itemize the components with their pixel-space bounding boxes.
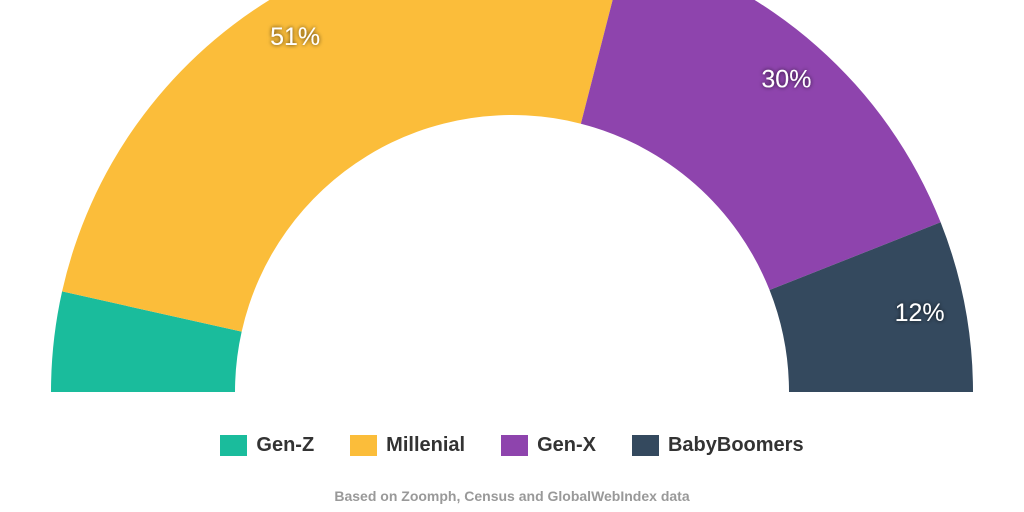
legend-label: Gen-X — [537, 434, 596, 456]
legend-label: Millenial — [386, 434, 466, 456]
slice-babyboomers[interactable] — [769, 222, 973, 392]
legend-label: Gen-Z — [256, 434, 315, 456]
legend-swatch — [350, 435, 378, 456]
data-label-millenial: 51% — [270, 23, 320, 51]
legend-swatch — [220, 435, 248, 456]
slice-gen-z[interactable] — [51, 291, 242, 392]
legend-swatch — [501, 435, 529, 456]
legend-item-gen-z[interactable]: Gen-Z — [220, 434, 314, 457]
semi-donut-chart: 51% 30% 12% — [51, 0, 973, 392]
legend-label: BabyBoomers — [667, 434, 804, 456]
legend-swatch — [631, 435, 659, 456]
data-label-babyboomers: 12% — [895, 299, 945, 327]
data-label-group: 51% 30% 12% — [270, 23, 945, 327]
legend-item-gen-x[interactable]: Gen-X — [501, 434, 596, 457]
legend-item-millenial[interactable]: Millenial — [350, 434, 465, 457]
legend: Gen-Z Millenial Gen-X BabyBoomers — [0, 434, 1024, 457]
slice-group — [51, 0, 973, 392]
slice-millenial[interactable] — [62, 0, 627, 332]
legend-item-babyboomers[interactable]: BabyBoomers — [631, 434, 804, 457]
source-caption: Based on Zoomph, Census and GlobalWebInd… — [334, 488, 690, 504]
slice-gen-x[interactable] — [580, 0, 941, 291]
data-label-gen-x: 30% — [761, 65, 811, 93]
